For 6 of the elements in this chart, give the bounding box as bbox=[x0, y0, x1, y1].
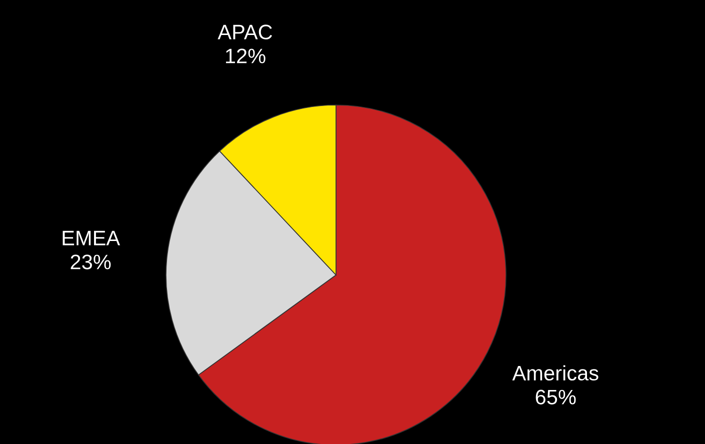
data-label: 12% bbox=[226, 48, 266, 64]
data-label: 65% bbox=[536, 390, 576, 404]
slice-label: EMEA bbox=[62, 230, 120, 246]
data-label: 23% bbox=[70, 254, 111, 270]
slice-label: Americas bbox=[512, 365, 598, 381]
slice-label: APAC bbox=[218, 24, 272, 40]
